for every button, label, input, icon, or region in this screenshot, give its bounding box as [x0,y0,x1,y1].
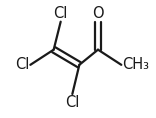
Text: O: O [92,6,104,21]
Text: Cl: Cl [54,6,68,21]
Text: Cl: Cl [65,95,80,110]
Text: Cl: Cl [15,57,29,72]
Text: CH₃: CH₃ [122,57,149,72]
